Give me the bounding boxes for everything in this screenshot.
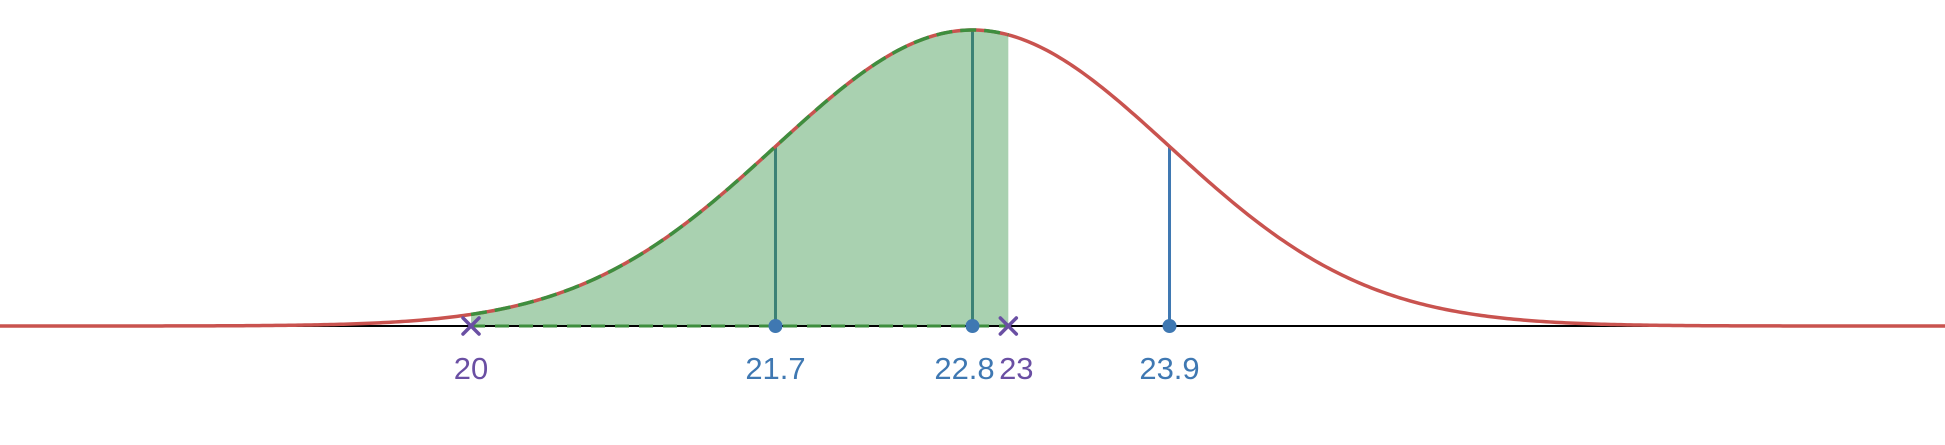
marker-cross-23 — [998, 316, 1019, 336]
tick-label-21-7: 21.7 — [745, 351, 805, 386]
marker-dot-21-7 — [768, 319, 783, 333]
marker-cross-stroke — [998, 316, 1019, 336]
axis-markers — [461, 316, 1177, 336]
tick-labels: 20 21.7 22.8 23 23.9 — [454, 351, 1200, 386]
shaded-area-20-to-23 — [471, 30, 1009, 326]
marker-dot-23-9 — [1162, 319, 1177, 333]
tick-label-23: 23 — [999, 351, 1033, 386]
tick-label-22-8: 22.8 — [934, 351, 994, 386]
tick-label-20: 20 — [454, 351, 488, 386]
marker-cross-stroke — [461, 316, 481, 336]
tick-label-23-9: 23.9 — [1139, 351, 1199, 386]
drop-lines — [773, 30, 1172, 326]
shaded-area-top-edge — [470, 28, 1009, 317]
marker-cross-20 — [461, 316, 481, 336]
marker-dot-22-8 — [965, 319, 980, 333]
